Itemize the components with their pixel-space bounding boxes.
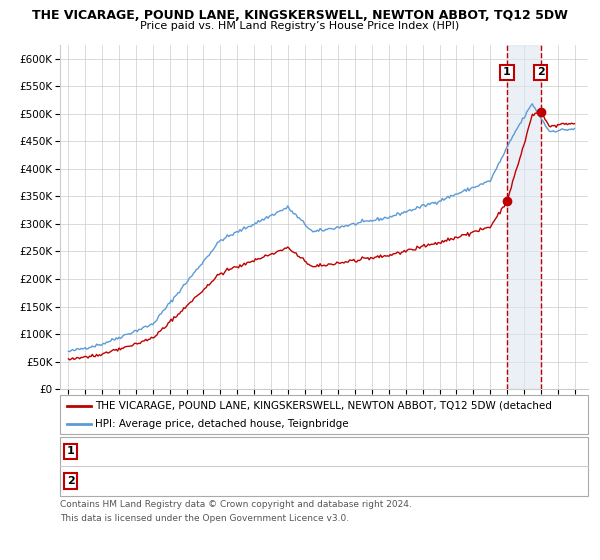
Text: HPI: Average price, detached house, Teignbridge: HPI: Average price, detached house, Teig…	[95, 419, 349, 429]
Text: THE VICARAGE, POUND LANE, KINGSKERSWELL, NEWTON ABBOT, TQ12 5DW (detached: THE VICARAGE, POUND LANE, KINGSKERSWELL,…	[95, 401, 551, 411]
Text: This data is licensed under the Open Government Licence v3.0.: This data is licensed under the Open Gov…	[60, 514, 349, 523]
Text: Contains HM Land Registry data © Crown copyright and database right 2024.: Contains HM Land Registry data © Crown c…	[60, 500, 412, 509]
Text: 16-DEC-2022: 16-DEC-2022	[99, 476, 173, 486]
Text: £342,000: £342,000	[234, 446, 287, 456]
Bar	[507, 45, 541, 389]
Text: 1: 1	[503, 67, 511, 77]
Text: 2: 2	[67, 476, 74, 486]
Text: 7% ↑ HPI: 7% ↑ HPI	[372, 476, 425, 486]
Text: 1: 1	[67, 446, 74, 456]
Text: THE VICARAGE, POUND LANE, KINGSKERSWELL, NEWTON ABBOT, TQ12 5DW: THE VICARAGE, POUND LANE, KINGSKERSWELL,…	[32, 9, 568, 22]
Text: 2: 2	[537, 67, 545, 77]
Text: Price paid vs. HM Land Registry’s House Price Index (HPI): Price paid vs. HM Land Registry’s House …	[140, 21, 460, 31]
Text: 15-DEC-2020: 15-DEC-2020	[99, 446, 173, 456]
Text: 14% ↓ HPI: 14% ↓ HPI	[372, 446, 431, 456]
Text: £502,500: £502,500	[234, 476, 287, 486]
